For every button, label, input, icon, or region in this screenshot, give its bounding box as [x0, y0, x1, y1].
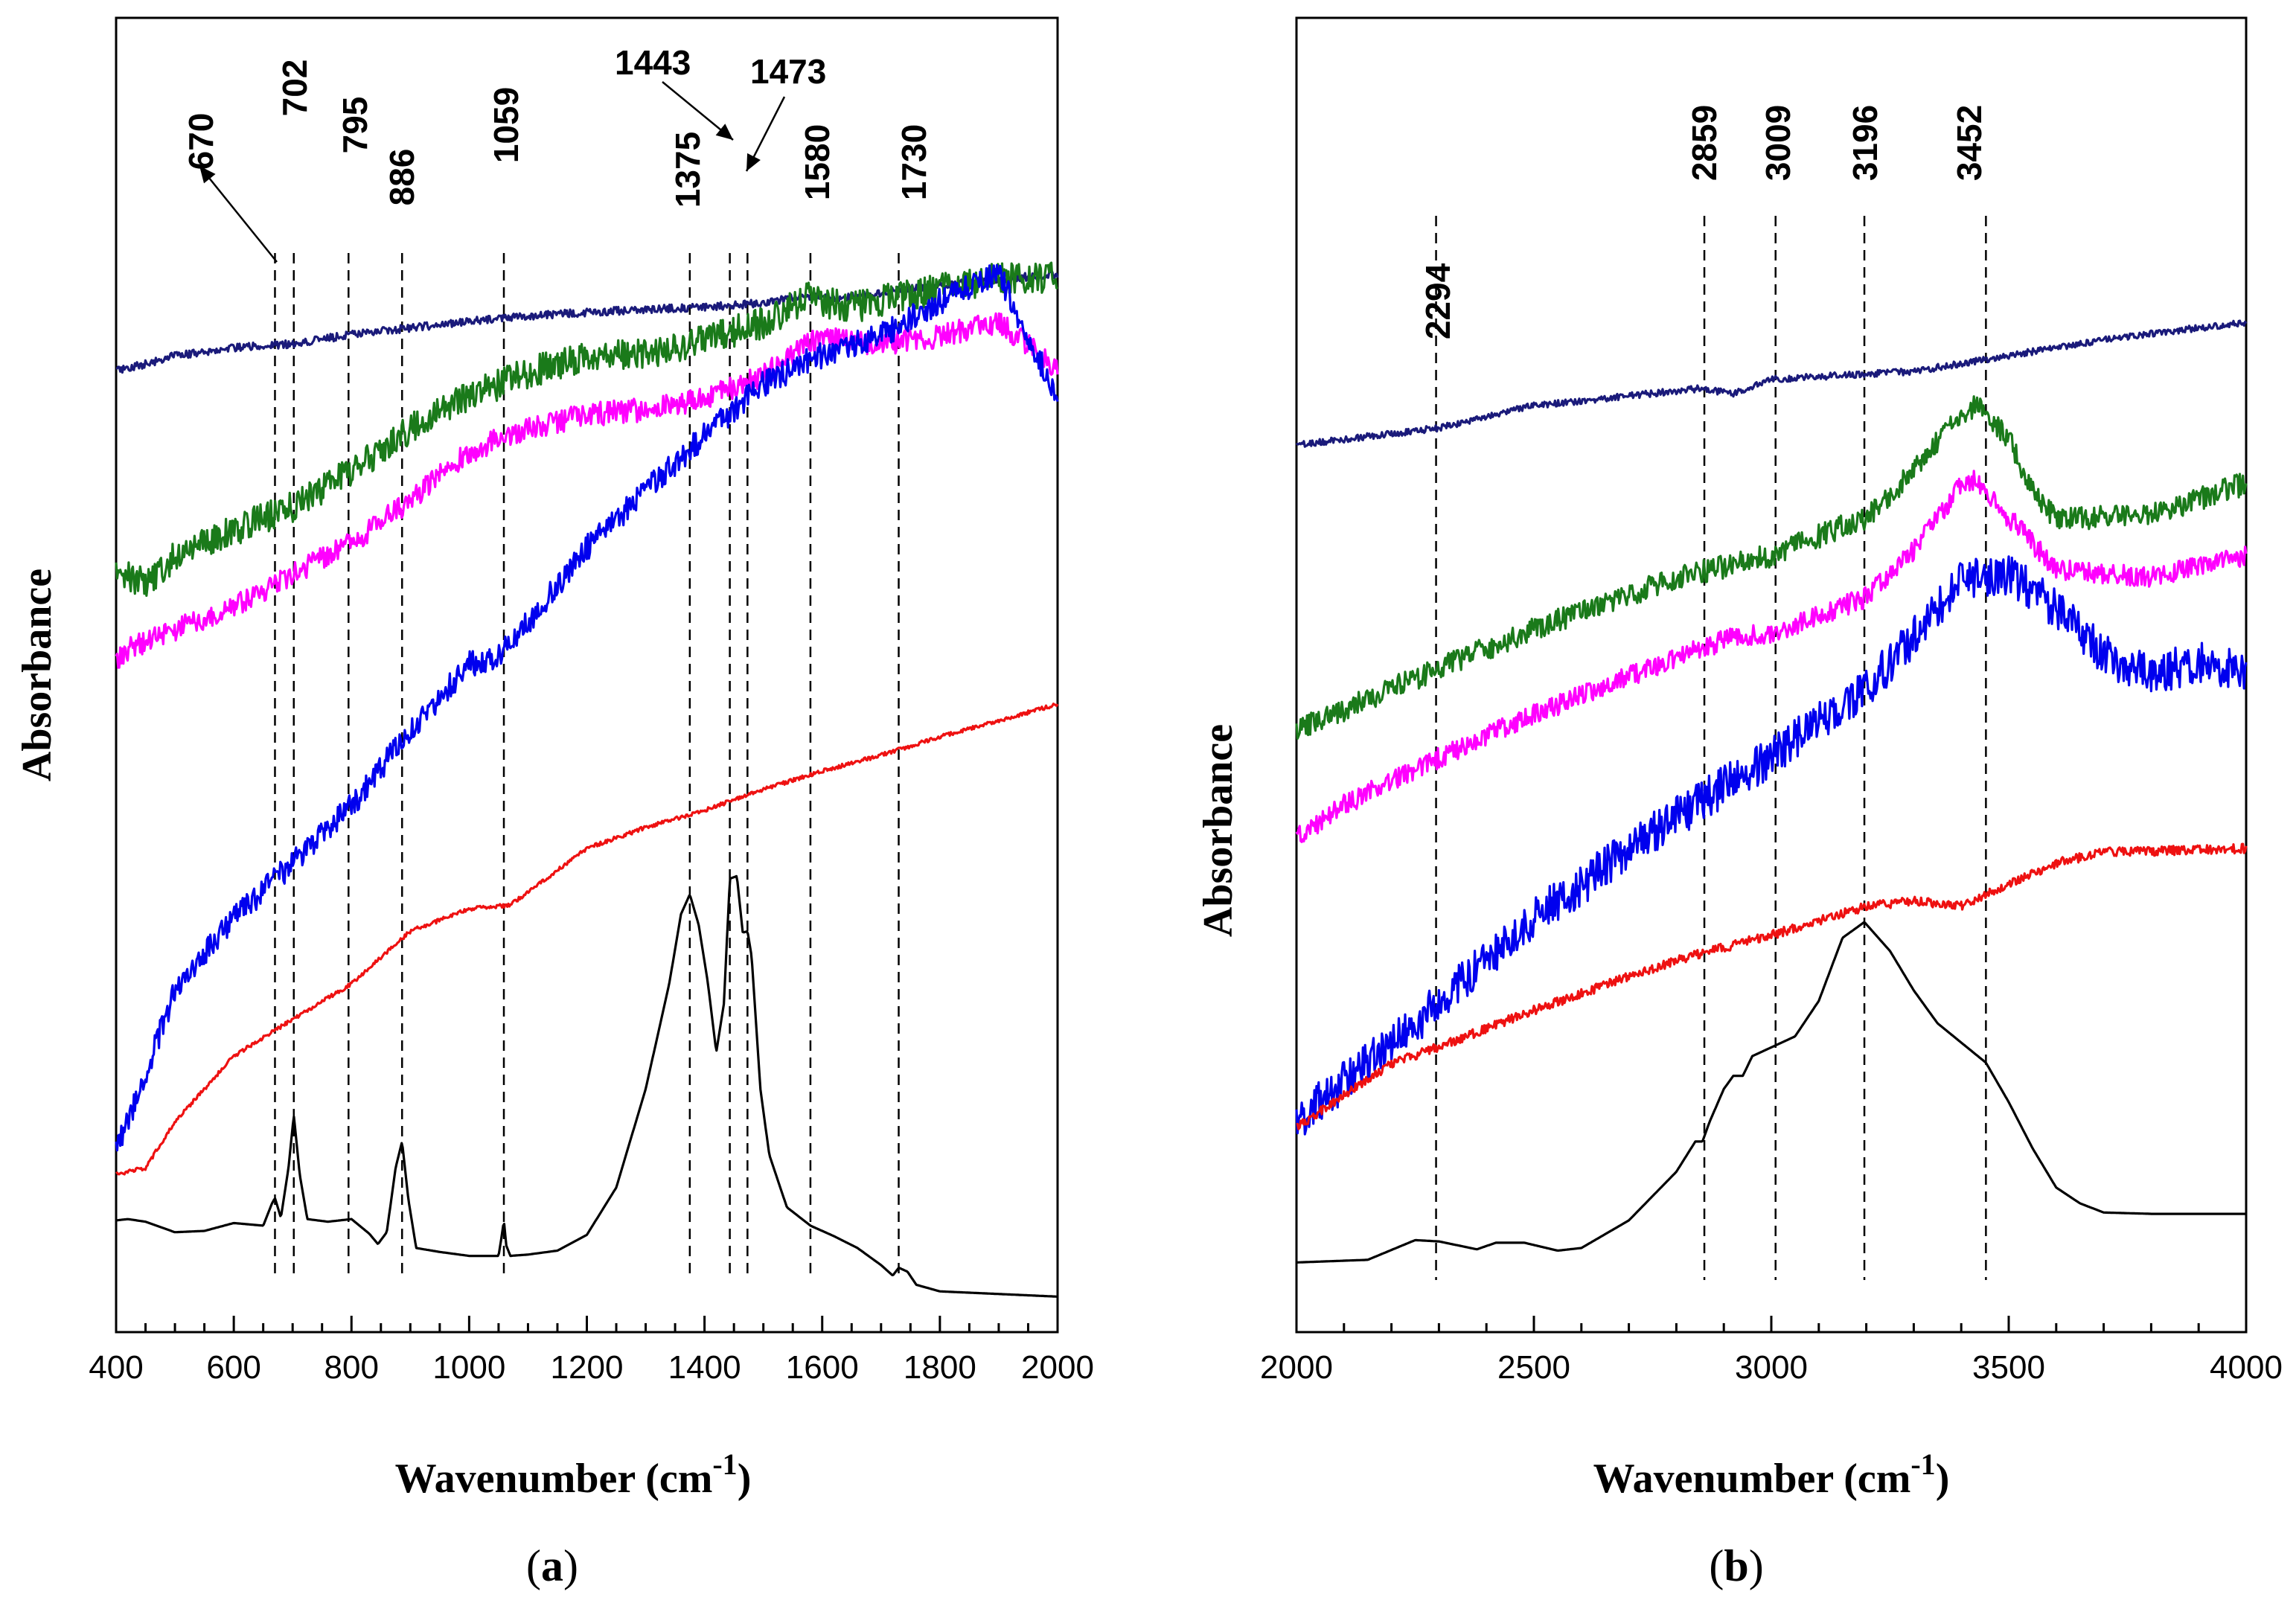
- x-tick-label: 800: [324, 1349, 379, 1386]
- peak-arrow-line-670: [199, 165, 278, 263]
- panel-a: 400 600 800 1000 1200 1400 1600 1800 2000 670 702…: [14, 16, 1094, 1590]
- series-red: [115, 703, 1059, 1176]
- peak-arrow-head-1473: [746, 153, 761, 171]
- peak-label-1730: 1730: [895, 124, 933, 200]
- x-tick-label: 4000: [2210, 1349, 2283, 1386]
- x-tick-label: 600: [206, 1349, 260, 1386]
- x-tick-label: 400: [89, 1349, 143, 1386]
- peak-label-2294: 2294: [1419, 263, 1457, 339]
- peak-label-3009: 3009: [1759, 105, 1797, 181]
- x-tick-label: 1400: [668, 1349, 741, 1386]
- y-axis-title-a: Absorbance: [14, 569, 60, 781]
- peak-label-2859: 2859: [1685, 105, 1724, 181]
- series-blue: [115, 263, 1059, 1152]
- x-tick-label: 3500: [1972, 1349, 2045, 1386]
- x-tick-label: 1000: [432, 1349, 505, 1386]
- reference-lines-a: [274, 253, 900, 1280]
- series-red: [1296, 842, 2248, 1130]
- panel-b: 2000 2500 3000 3500 4000 2294 2859 3009 3196 345…: [1195, 16, 2283, 1590]
- series-navy: [115, 270, 1059, 374]
- x-tick-label: 2500: [1497, 1349, 1570, 1386]
- peak-label-3196: 3196: [1846, 105, 1884, 181]
- peak-label-886: 886: [383, 149, 421, 206]
- x-tick-label: 2000: [1021, 1349, 1094, 1386]
- series-blue: [1295, 555, 2248, 1136]
- series-a: [115, 261, 1059, 1298]
- x-axis-a: 400 600 800 1000 1200 1400 1600 1800 2000: [89, 1316, 1094, 1386]
- series-b: [1295, 319, 2248, 1264]
- plot-frame-a: [115, 16, 1059, 1334]
- peak-label-1580: 1580: [798, 124, 837, 200]
- peak-label-1473: 1473: [750, 52, 826, 91]
- x-axis-b: 2000 2500 3000 3500 4000: [1260, 1316, 2283, 1386]
- series-navy: [1295, 319, 2248, 448]
- series-magenta: [115, 312, 1059, 669]
- x-tick-label: 1200: [551, 1349, 624, 1386]
- peak-label-1443: 1443: [615, 43, 691, 82]
- x-tick-label: 1600: [786, 1349, 859, 1386]
- x-tick-label: 2000: [1260, 1349, 1333, 1386]
- peak-label-1059: 1059: [487, 87, 525, 163]
- peak-arrow-head-670: [199, 166, 216, 184]
- y-axis-title-b: Absorbance: [1195, 724, 1241, 937]
- peak-label-3452: 3452: [1950, 105, 1989, 181]
- x-axis-title-a: Wavenumber (cm-1): [395, 1447, 752, 1502]
- peak-arrow-head-1443: [715, 124, 733, 140]
- x-tick-label: 3000: [1735, 1349, 1808, 1386]
- series-black: [1296, 921, 2247, 1264]
- peak-label-795: 795: [336, 97, 374, 154]
- peak-labels-b: 2294 2859 3009 3196 3452: [1419, 105, 1989, 339]
- series-black: [115, 874, 1058, 1298]
- x-axis-title-b: Wavenumber (cm-1): [1593, 1447, 1950, 1502]
- x-tick-label: 1800: [904, 1349, 976, 1386]
- series-green: [115, 261, 1058, 597]
- panel-label-a: (a): [526, 1541, 578, 1590]
- panel-label-b: (b): [1709, 1541, 1763, 1590]
- peak-label-1375: 1375: [668, 132, 707, 208]
- peak-label-670: 670: [182, 113, 220, 170]
- series-magenta: [1295, 470, 2248, 843]
- series-green: [1295, 395, 2248, 740]
- peak-label-702: 702: [275, 60, 314, 117]
